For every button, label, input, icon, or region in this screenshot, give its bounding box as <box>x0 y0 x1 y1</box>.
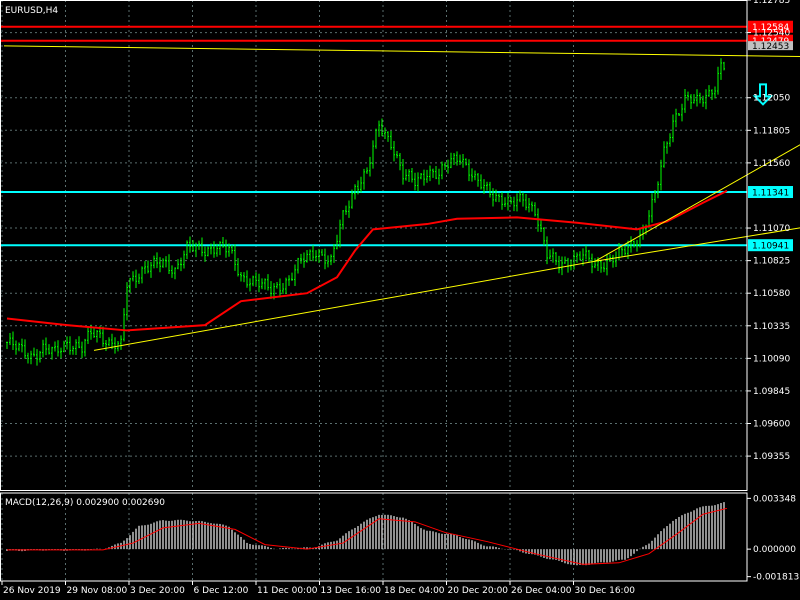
current-price-tag <box>748 41 793 51</box>
time-tick-label: 18 Dec 04:00 <box>384 586 445 596</box>
time-tick-label: 6 Dec 12:00 <box>194 586 249 596</box>
price-tick-label: 1.11560 <box>753 159 790 169</box>
down-arrow-icon[interactable] <box>752 83 774 106</box>
price-tick-label: 1.10580 <box>753 289 790 299</box>
trend-lines[interactable] <box>3 45 800 351</box>
trend-line[interactable] <box>3 45 800 58</box>
signal-arrow[interactable] <box>752 83 774 106</box>
time-tick-label: 20 Dec 20:00 <box>448 586 509 596</box>
time-tick-label: 30 Dec 16:00 <box>575 586 636 596</box>
macd-tick-label: 0.000000 <box>753 545 796 555</box>
price-tick-label: 1.12785 <box>753 0 790 6</box>
price-tick-label: 1.11805 <box>753 126 790 136</box>
time-tick-label: 13 Dec 16:00 <box>321 586 382 596</box>
time-tick-label: 26 Nov 2019 <box>3 586 61 596</box>
moving-average <box>6 189 728 332</box>
price-tick-label: 1.12540 <box>753 29 790 39</box>
price-bars <box>6 58 725 366</box>
price-tick-label: 1.10335 <box>753 322 790 332</box>
price-panel-frame <box>0 0 748 491</box>
macd-panel-frame <box>0 492 748 582</box>
price-axis: 1.12785 1.12540 1.12050 1.11805 1.11560 1.110… <box>747 0 799 583</box>
level-price-label: 1.10941 <box>752 242 789 252</box>
time-tick-label: 3 Dec 20:00 <box>130 586 185 596</box>
price-tick-label: 1.12050 <box>753 94 790 104</box>
price-tick-label: 1.10825 <box>753 257 790 267</box>
trend-line[interactable] <box>594 219 800 262</box>
level-price-tag <box>748 20 793 33</box>
chart-title: EURUSD,H4 <box>5 6 58 16</box>
level-price-label: 1.11341 <box>752 189 789 199</box>
time-tick-label: 29 Nov 08:00 <box>67 586 128 596</box>
moving-average-line <box>6 189 728 332</box>
level-price-tag <box>748 186 793 199</box>
macd-tick-label: -0.001813 <box>753 573 799 583</box>
price-tick-label: 1.09600 <box>753 420 790 430</box>
macd-signal-polyline <box>7 507 728 565</box>
price-tick-label: 1.09845 <box>753 387 790 397</box>
macd-signal-line <box>7 507 728 565</box>
price-tick-label: 1.09355 <box>753 452 790 462</box>
price-tick-label: 1.11070 <box>753 224 790 234</box>
time-tick-label: 11 Dec 00:00 <box>257 586 318 596</box>
time-axis: 26 Nov 2019 29 Nov 08:00 3 Dec 20:00 6 Dec … <box>1 581 636 596</box>
current-price-label: 1.12453 <box>752 42 789 52</box>
time-tick-label: 26 Dec 04:00 <box>511 586 572 596</box>
macd-title: MACD(12,26,9) 0.002900 0.002690 <box>5 498 165 508</box>
macd-panel[interactable]: MACD(12,26,9) 0.002900 0.002690 <box>1 493 728 581</box>
price-tick-label: 1.10090 <box>753 354 790 364</box>
macd-tick-label: 0.003348 <box>753 494 796 504</box>
trend-line[interactable] <box>594 128 800 262</box>
level-price-tag <box>748 239 793 252</box>
macd-histogram <box>6 502 725 566</box>
level-price-label: 1.12584 <box>752 23 789 33</box>
panel-frames <box>0 0 748 582</box>
trend-line[interactable] <box>93 260 596 351</box>
